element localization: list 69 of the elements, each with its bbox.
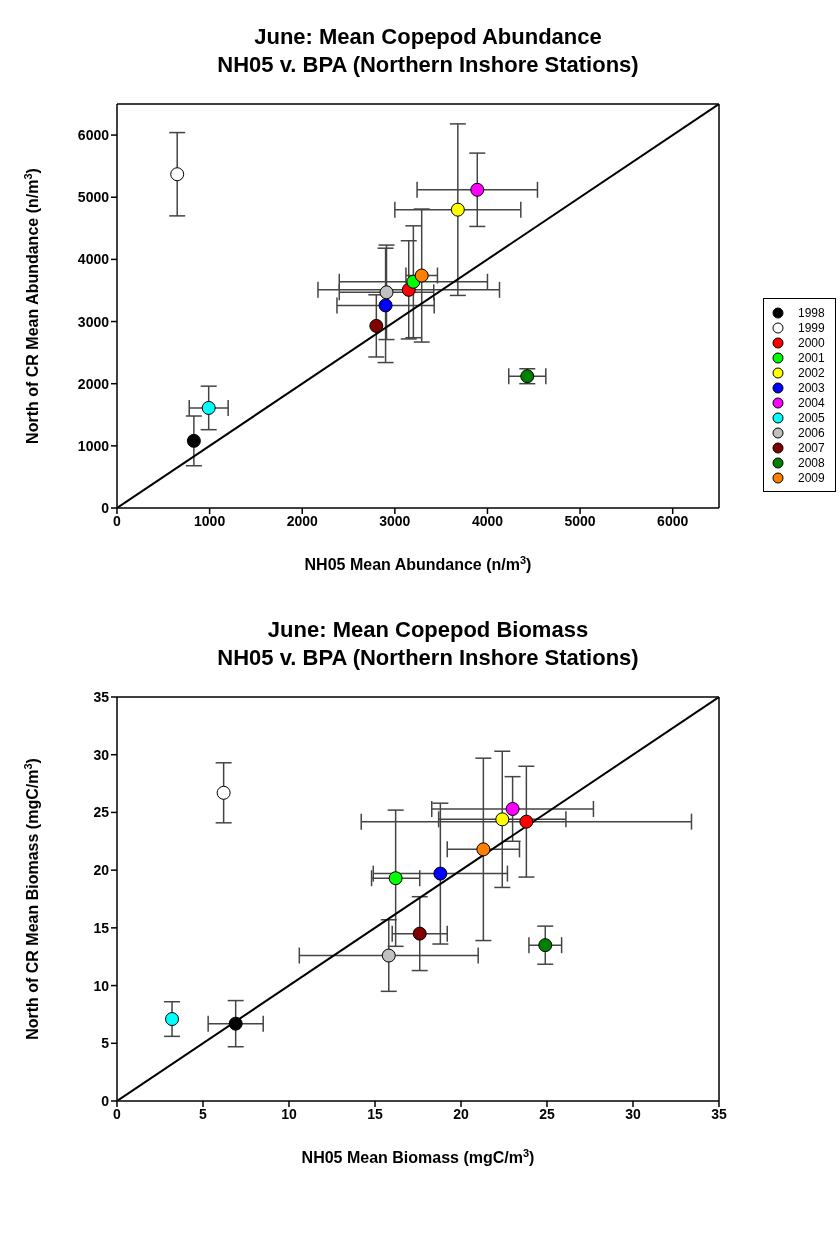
- point: [433, 866, 448, 881]
- x-tick-label: 5000: [564, 512, 596, 529]
- point: [381, 948, 396, 963]
- chart-subtitle: NH05 v. BPA (Northern Inshore Stations): [216, 643, 640, 672]
- x-tick-label: 3000: [379, 512, 411, 529]
- point: [450, 202, 465, 217]
- point: [538, 938, 553, 953]
- y-tick-label: 35: [93, 688, 110, 705]
- legend-label: 2005: [798, 410, 825, 425]
- y-tick-label: 25: [93, 804, 110, 821]
- point: [228, 1016, 243, 1031]
- y-tick-label: 6000: [77, 127, 110, 144]
- legend-label: 2002: [798, 365, 825, 380]
- y-tick-label: 15: [93, 919, 110, 936]
- legend-label: 2008: [798, 455, 825, 470]
- y-tick-label: 20: [93, 862, 110, 879]
- point: [216, 785, 231, 800]
- point: [379, 285, 394, 300]
- legend-label: 2003: [798, 380, 825, 395]
- y-tick-label: 30: [93, 746, 110, 763]
- x-tick-label: 6000: [657, 512, 689, 529]
- legend-label: 1998: [798, 305, 825, 320]
- chart-subtitle: NH05 v. BPA (Northern Inshore Stations): [216, 50, 640, 79]
- x-tick-label: 0: [113, 512, 122, 529]
- y-tick-label: 4000: [77, 251, 110, 268]
- x-tick-label: 4000: [471, 512, 504, 529]
- point: [388, 871, 403, 886]
- point: [170, 167, 185, 182]
- x-tick-label: 1000: [194, 512, 226, 529]
- legend-label: 2000: [798, 335, 825, 350]
- point: [412, 926, 427, 941]
- legend-label: 2001: [798, 350, 825, 365]
- y-tick-label: 5: [101, 1035, 110, 1052]
- y-tick-label: 5000: [77, 189, 110, 206]
- point: [495, 812, 510, 827]
- x-tick-label: 15: [367, 1105, 383, 1122]
- point: [470, 182, 485, 197]
- chart-title: June: Mean Copepod Abundance: [253, 22, 603, 51]
- y-tick-label: 2000: [77, 375, 110, 392]
- x-tick-label: 35: [711, 1105, 727, 1122]
- x-axis-title: NH05 Mean Abundance (n/m$^{3}$): [304, 554, 532, 573]
- x-tick-label: 25: [539, 1105, 555, 1122]
- point: [505, 801, 520, 816]
- point: [378, 298, 393, 313]
- point: [476, 842, 491, 857]
- point: [186, 433, 201, 448]
- y-tick-label: 0: [101, 1092, 110, 1109]
- x-tick-label: 2000: [286, 512, 319, 529]
- x-tick-label: 10: [281, 1105, 297, 1122]
- x-tick-label: 30: [625, 1105, 641, 1122]
- point: [201, 400, 216, 415]
- legend-label: 2009: [798, 470, 825, 485]
- y-tick-label: 0: [101, 499, 110, 516]
- point: [369, 318, 384, 333]
- point: [519, 814, 534, 829]
- point: [165, 1012, 180, 1027]
- chart-title: June: Mean Copepod Biomass: [266, 615, 590, 644]
- legend-label: 1999: [798, 320, 825, 335]
- legend-label: 2007: [798, 440, 825, 455]
- legend-label: 2006: [798, 425, 825, 440]
- y-tick-label: 1000: [77, 437, 110, 454]
- x-tick-label: 5: [199, 1105, 208, 1122]
- x-axis-title: NH05 Mean Biomass (mgC/m$^{3}$): [301, 1147, 535, 1166]
- x-tick-label: 20: [453, 1105, 469, 1122]
- x-tick-label: 0: [113, 1105, 122, 1122]
- y-tick-label: 3000: [77, 313, 110, 330]
- legend-label: 2004: [798, 395, 825, 410]
- y-tick-label: 10: [93, 977, 110, 994]
- point: [414, 268, 429, 283]
